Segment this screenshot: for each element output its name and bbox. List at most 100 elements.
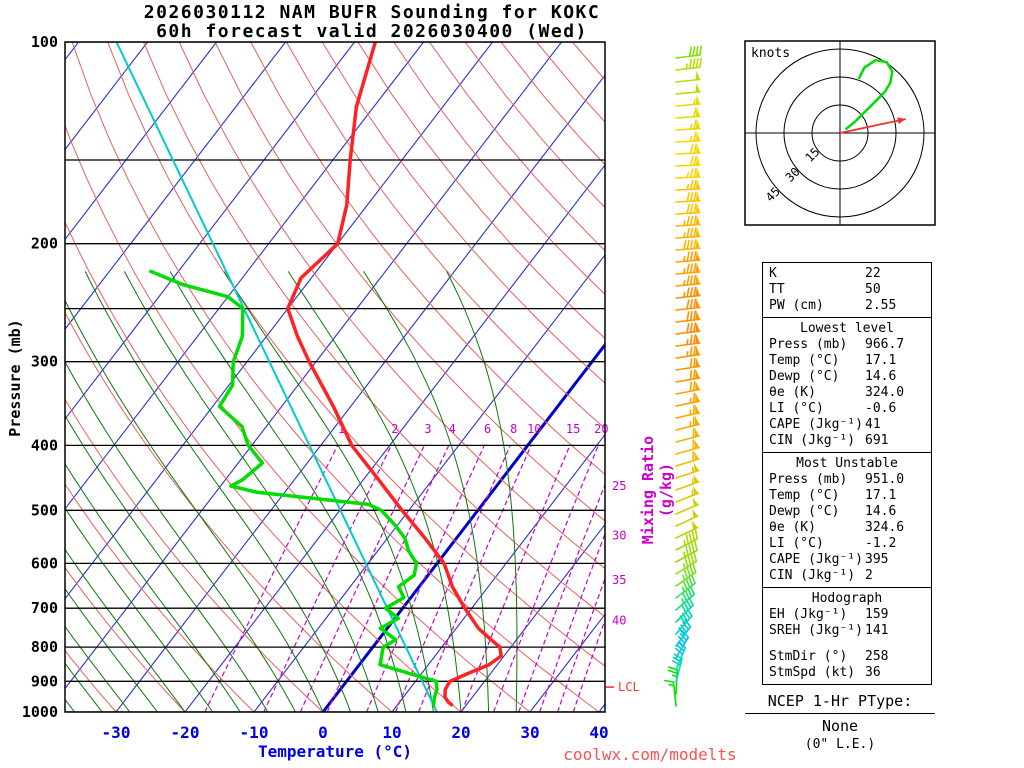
ptype-extra: (0" L.E.) (804, 737, 876, 752)
stat-value: 141 (865, 623, 889, 638)
svg-text:10: 10 (382, 723, 401, 742)
stat-label: Temp (°C) (769, 488, 840, 503)
stat-label: CIN (Jkg⁻¹) (769, 433, 856, 448)
hodograph-units-label: knots (751, 46, 791, 61)
stat-row: LI (°C) -1.2 (763, 536, 931, 552)
stat-row: CAPE (Jkg⁻¹) 41 (763, 417, 931, 433)
stat-row: Press (mb) 951.0 (763, 472, 931, 488)
ptype-panel: NCEP 1-Hr PType: None (0" L.E.) (745, 692, 935, 752)
stat-value: -1.2 (865, 536, 897, 551)
svg-text:800: 800 (31, 638, 58, 656)
hodograph-trace (844, 58, 894, 131)
stat-label: K (769, 266, 777, 281)
stat-row: θe (K) 324.6 (763, 520, 931, 536)
stat-label: CIN (Jkg⁻¹) (769, 568, 856, 583)
stat-value: 14.6 (865, 369, 897, 384)
stat-label: CAPE (Jkg⁻¹) (769, 552, 863, 567)
most-unstable-section: Most Unstable Press (mb) 951.0 Temp (°C) 1… (762, 452, 932, 588)
mixing-ratio-axis-label: Mixing Ratio (g/kg) (639, 435, 675, 545)
stat-row: Dewp (°C) 14.6 (763, 504, 931, 520)
stat-row: Press (mb) 966.7 (763, 337, 931, 353)
stat-value: 50 (865, 282, 881, 297)
stat-row: CAPE (Jkg⁻¹) 395 (763, 552, 931, 568)
svg-text:6: 6 (484, 422, 491, 436)
stat-row: PW (cm) 2.55 (763, 298, 931, 314)
wind-barb-column (663, 45, 703, 707)
stat-value: 2.55 (865, 298, 897, 313)
svg-text:40: 40 (612, 613, 626, 627)
stat-row: θe (K) 324.0 (763, 385, 931, 401)
stat-value: 951.0 (865, 472, 905, 487)
stat-label: Press (mb) (769, 472, 848, 487)
stat-value: 2 (865, 568, 873, 583)
svg-text:500: 500 (31, 501, 58, 519)
svg-text:35: 35 (612, 573, 626, 587)
stat-label: θe (K) (769, 385, 816, 400)
svg-text:1000: 1000 (22, 703, 58, 721)
stat-label: Temp (°C) (769, 353, 840, 368)
stat-row: StmSpd (kt) 36 (763, 665, 931, 681)
pressure-axis-label: Pressure (mb) (6, 319, 24, 437)
stat-row: EH (Jkg⁻¹) 159 (763, 607, 931, 623)
svg-text:4: 4 (449, 422, 456, 436)
lcl-label: LCL (618, 680, 640, 694)
svg-text:25: 25 (612, 479, 626, 493)
indices-section: K 22 TT 50 PW (cm) 2.55 (762, 262, 932, 318)
title-line-1: 2026030112 NAM BUFR Sounding for KOKC (143, 2, 601, 23)
svg-text:200: 200 (31, 235, 58, 253)
chart-title: 2026030112 NAM BUFR Sounding for KOKC 60… (0, 3, 744, 41)
svg-text:400: 400 (31, 436, 58, 454)
stat-label: LI (°C) (769, 401, 824, 416)
stat-value: 258 (865, 649, 889, 664)
stat-label: LI (°C) (769, 536, 824, 551)
svg-text:20: 20 (594, 422, 608, 436)
svg-text:0: 0 (318, 723, 328, 742)
stat-row: StmDir (°) 258 (763, 649, 931, 665)
hodograph-stats-section: Hodograph EH (Jkg⁻¹) 159 SREH (Jkg⁻¹) 141 … (762, 587, 932, 685)
stat-value: 41 (865, 417, 881, 432)
row-spacer (763, 639, 931, 649)
svg-text:40: 40 (589, 723, 608, 742)
stat-row: LI (°C) -0.6 (763, 401, 931, 417)
stat-label: PW (cm) (769, 298, 824, 313)
ptype-value: None (821, 717, 859, 735)
stat-label: CAPE (Jkg⁻¹) (769, 417, 863, 432)
section-header: Lowest level (800, 321, 894, 336)
stat-value: 17.1 (865, 353, 897, 368)
ptype-heading: NCEP 1-Hr PType: (745, 692, 935, 714)
svg-text:30: 30 (520, 723, 539, 742)
svg-text:900: 900 (31, 672, 58, 690)
stats-panel: K 22 TT 50 PW (cm) 2.55 Lowest level Press … (762, 262, 932, 685)
stat-row: Temp (°C) 17.1 (763, 488, 931, 504)
watermark-text: coolwx.com/modelts (563, 745, 737, 764)
stat-label: θe (K) (769, 520, 816, 535)
svg-text:30: 30 (612, 528, 626, 542)
stat-label: SREH (Jkg⁻¹) (769, 623, 863, 638)
stat-value: 395 (865, 552, 889, 567)
stat-label: EH (Jkg⁻¹) (769, 607, 848, 622)
svg-text:100: 100 (31, 33, 58, 51)
stat-row: CIN (Jkg⁻¹) 2 (763, 568, 931, 584)
stat-row: Temp (°C) 17.1 (763, 353, 931, 369)
svg-text:2: 2 (391, 422, 398, 436)
stat-value: -0.6 (865, 401, 897, 416)
svg-text:1: 1 (338, 422, 345, 436)
stat-value: 691 (865, 433, 889, 448)
svg-text:700: 700 (31, 599, 58, 617)
stat-value: 17.1 (865, 488, 897, 503)
dewpoint-curve (149, 269, 439, 707)
sounding-curves (115, 42, 503, 712)
stat-row: Dewp (°C) 14.6 (763, 369, 931, 385)
stat-value: 14.6 (865, 504, 897, 519)
svg-text:-20: -20 (171, 723, 200, 742)
svg-text:15: 15 (566, 422, 580, 436)
lowest-level-section: Lowest level Press (mb) 966.7 Temp (°C) 17… (762, 317, 932, 453)
svg-text:8: 8 (510, 422, 517, 436)
stat-value: 324.6 (865, 520, 905, 535)
stat-label: StmSpd (kt) (769, 665, 856, 680)
stat-value: 966.7 (865, 337, 905, 352)
svg-text:3: 3 (424, 422, 431, 436)
